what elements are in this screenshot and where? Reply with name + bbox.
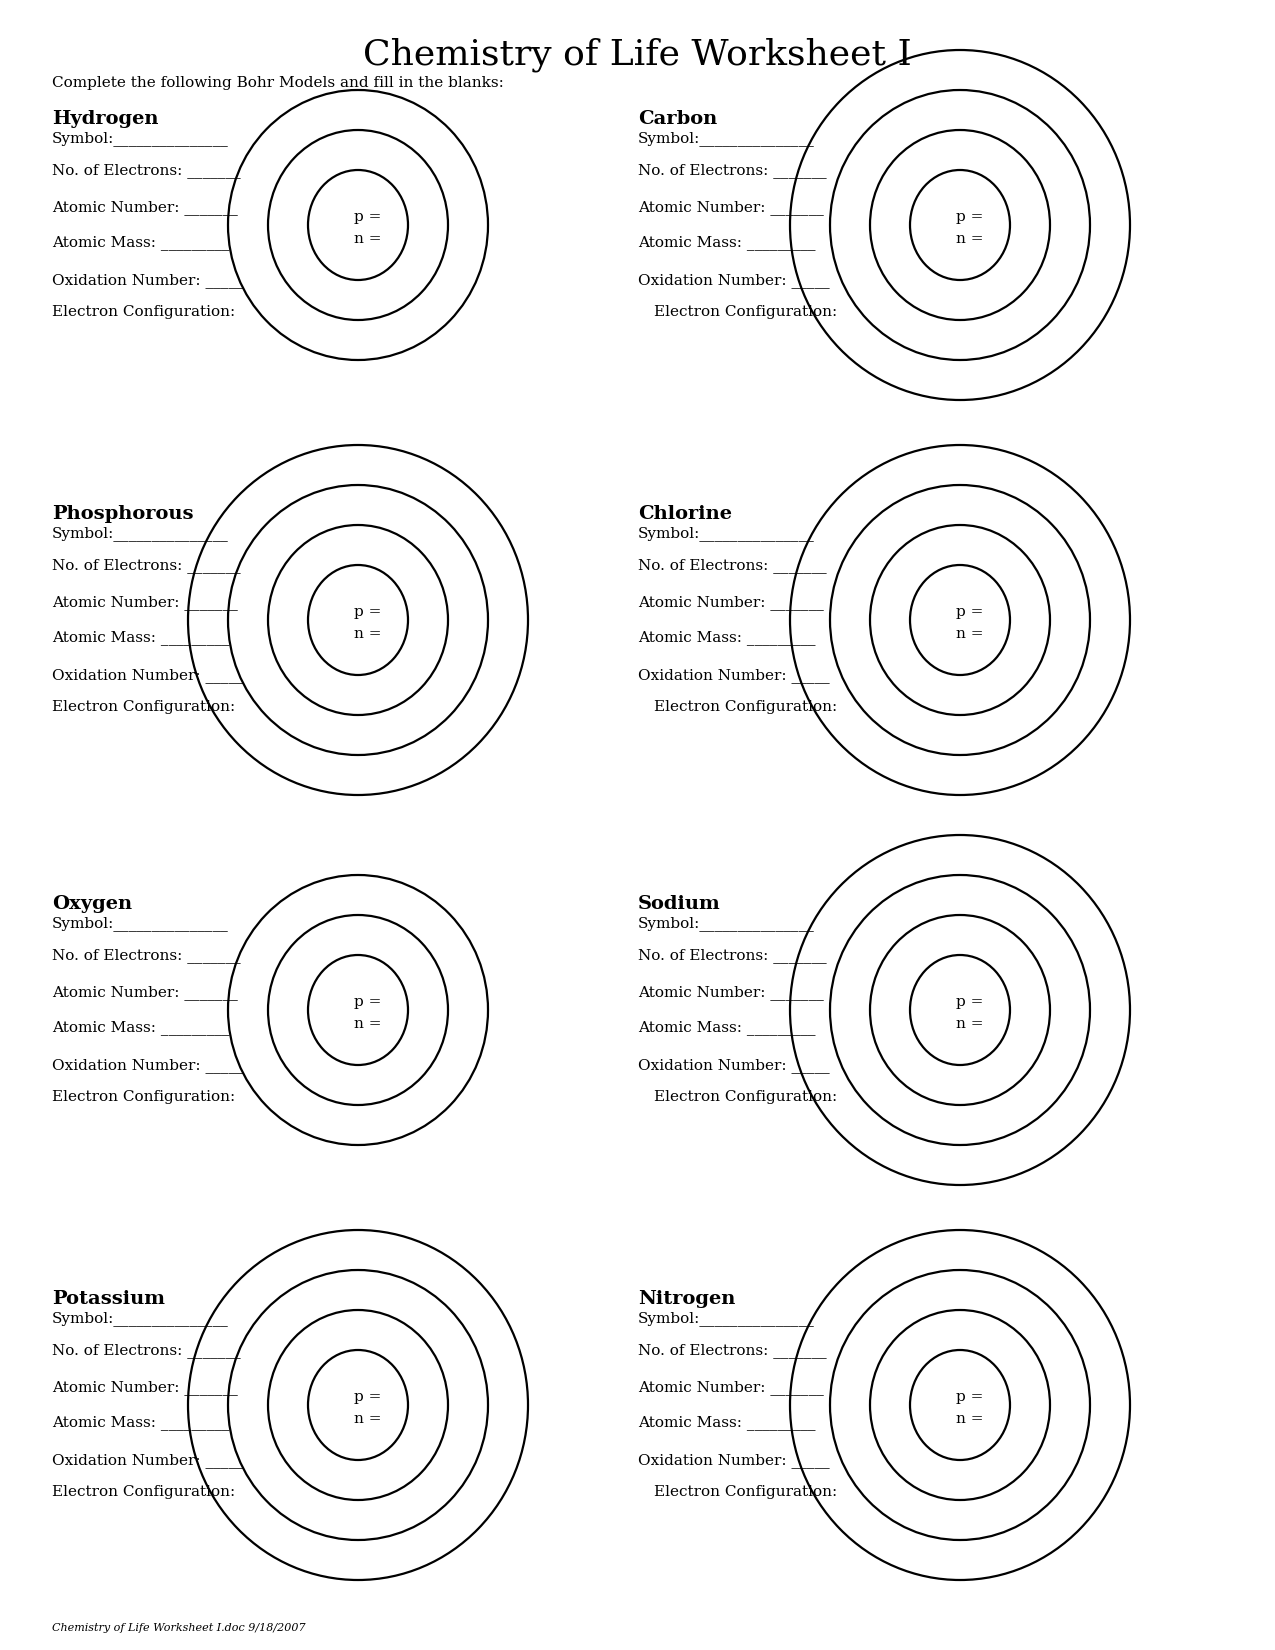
Text: Atomic Mass: _________: Atomic Mass: _________ — [638, 630, 816, 645]
Text: Electron Configuration:: Electron Configuration: — [52, 305, 236, 318]
Text: Electron Configuration:: Electron Configuration: — [52, 1091, 236, 1104]
Text: Chemistry of Life Worksheet I.doc 9/18/2007: Chemistry of Life Worksheet I.doc 9/18/2… — [52, 1624, 306, 1634]
Text: No. of Electrons: _______: No. of Electrons: _______ — [638, 1343, 826, 1358]
Text: Oxidation Number: _____: Oxidation Number: _____ — [52, 1058, 244, 1072]
Text: Atomic Number: _______: Atomic Number: _______ — [52, 1379, 237, 1394]
Text: Atomic Number: _______: Atomic Number: _______ — [638, 596, 824, 610]
Text: No. of Electrons: _______: No. of Electrons: _______ — [52, 949, 241, 964]
Text: n =: n = — [354, 1412, 381, 1426]
Text: Symbol:_______________: Symbol:_______________ — [638, 130, 815, 145]
Text: No. of Electrons: _______: No. of Electrons: _______ — [638, 949, 826, 964]
Text: Electron Configuration:: Electron Configuration: — [52, 1485, 236, 1498]
Text: n =: n = — [956, 233, 983, 246]
Text: Electron Configuration:: Electron Configuration: — [654, 1091, 838, 1104]
Text: Atomic Number: _______: Atomic Number: _______ — [52, 200, 237, 215]
Text: No. of Electrons: _______: No. of Electrons: _______ — [52, 163, 241, 178]
Text: p =: p = — [354, 210, 381, 224]
Text: Symbol:_______________: Symbol:_______________ — [52, 130, 228, 145]
Text: n =: n = — [354, 627, 381, 640]
Text: Atomic Number: _______: Atomic Number: _______ — [638, 985, 824, 1000]
Text: Chemistry of Life Worksheet I: Chemistry of Life Worksheet I — [363, 38, 912, 73]
Text: Symbol:_______________: Symbol:_______________ — [638, 916, 815, 931]
Text: p =: p = — [354, 1389, 381, 1404]
Text: Atomic Number: _______: Atomic Number: _______ — [638, 1379, 824, 1394]
Text: No. of Electrons: _______: No. of Electrons: _______ — [52, 558, 241, 573]
Text: Electron Configuration:: Electron Configuration: — [654, 1485, 838, 1498]
Text: Chlorine: Chlorine — [638, 505, 732, 523]
Text: Complete the following Bohr Models and fill in the blanks:: Complete the following Bohr Models and f… — [52, 76, 504, 91]
Text: p =: p = — [956, 995, 983, 1010]
Text: Sodium: Sodium — [638, 894, 720, 912]
Text: Symbol:_______________: Symbol:_______________ — [52, 1312, 228, 1327]
Text: Atomic Mass: _________: Atomic Mass: _________ — [52, 1416, 230, 1431]
Text: Oxidation Number: _____: Oxidation Number: _____ — [52, 1454, 244, 1468]
Text: n =: n = — [956, 627, 983, 640]
Text: No. of Electrons: _______: No. of Electrons: _______ — [638, 558, 826, 573]
Text: Symbol:_______________: Symbol:_______________ — [52, 526, 228, 541]
Text: Hydrogen: Hydrogen — [52, 111, 158, 129]
Text: p =: p = — [354, 606, 381, 619]
Text: Atomic Mass: _________: Atomic Mass: _________ — [52, 234, 230, 249]
Text: n =: n = — [354, 233, 381, 246]
Text: Symbol:_______________: Symbol:_______________ — [52, 916, 228, 931]
Text: p =: p = — [956, 210, 983, 224]
Text: Oxidation Number: _____: Oxidation Number: _____ — [638, 1454, 830, 1468]
Text: Atomic Mass: _________: Atomic Mass: _________ — [52, 630, 230, 645]
Text: Symbol:_______________: Symbol:_______________ — [638, 1312, 815, 1327]
Text: Nitrogen: Nitrogen — [638, 1290, 736, 1308]
Text: Electron Configuration:: Electron Configuration: — [52, 700, 236, 714]
Text: Atomic Mass: _________: Atomic Mass: _________ — [638, 1020, 816, 1035]
Text: Oxygen: Oxygen — [52, 894, 133, 912]
Text: Phosphorous: Phosphorous — [52, 505, 194, 523]
Text: n =: n = — [956, 1412, 983, 1426]
Text: Oxidation Number: _____: Oxidation Number: _____ — [52, 668, 244, 683]
Text: Atomic Mass: _________: Atomic Mass: _________ — [52, 1020, 230, 1035]
Text: Atomic Number: _______: Atomic Number: _______ — [638, 200, 824, 215]
Text: Electron Configuration:: Electron Configuration: — [654, 700, 838, 714]
Text: Carbon: Carbon — [638, 111, 718, 129]
Text: p =: p = — [956, 606, 983, 619]
Text: n =: n = — [354, 1016, 381, 1031]
Text: Atomic Mass: _________: Atomic Mass: _________ — [638, 234, 816, 249]
Text: Atomic Mass: _________: Atomic Mass: _________ — [638, 1416, 816, 1431]
Text: No. of Electrons: _______: No. of Electrons: _______ — [52, 1343, 241, 1358]
Text: Oxidation Number: _____: Oxidation Number: _____ — [638, 668, 830, 683]
Text: p =: p = — [354, 995, 381, 1010]
Text: n =: n = — [956, 1016, 983, 1031]
Text: No. of Electrons: _______: No. of Electrons: _______ — [638, 163, 826, 178]
Text: Atomic Number: _______: Atomic Number: _______ — [52, 596, 237, 610]
Text: Oxidation Number: _____: Oxidation Number: _____ — [52, 272, 244, 287]
Text: Electron Configuration:: Electron Configuration: — [654, 305, 838, 318]
Text: Symbol:_______________: Symbol:_______________ — [638, 526, 815, 541]
Text: Atomic Number: _______: Atomic Number: _______ — [52, 985, 237, 1000]
Text: Potassium: Potassium — [52, 1290, 164, 1308]
Text: p =: p = — [956, 1389, 983, 1404]
Text: Oxidation Number: _____: Oxidation Number: _____ — [638, 272, 830, 287]
Text: Oxidation Number: _____: Oxidation Number: _____ — [638, 1058, 830, 1072]
